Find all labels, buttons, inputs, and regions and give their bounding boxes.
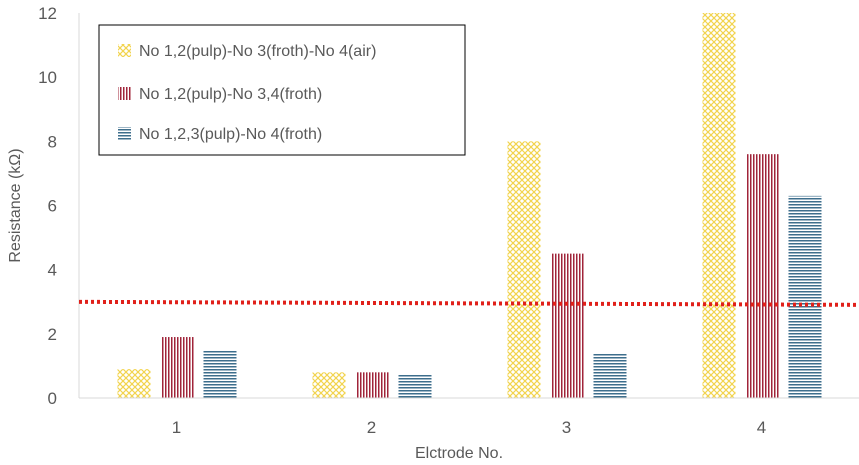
legend-swatch-2 — [118, 87, 131, 100]
y-tick-label: 12 — [38, 4, 57, 23]
bar-series2-electrode-1 — [160, 337, 194, 398]
bar-series3-electrode-3 — [593, 353, 627, 398]
x-tick-label: 4 — [757, 418, 766, 437]
bar-series3-electrode-1 — [203, 349, 237, 398]
x-tick-label: 3 — [562, 418, 571, 437]
bar-series2-electrode-4 — [745, 154, 779, 398]
x-tick-label: 1 — [172, 418, 181, 437]
legend: No 1,2(pulp)-No 3(froth)-No 4(air) No 1,… — [98, 24, 466, 156]
y-tick-label: 10 — [38, 68, 57, 87]
bar-series1-electrode-3 — [507, 141, 541, 399]
legend-label-2: No 1,2(pulp)-No 3,4(froth) — [139, 86, 322, 103]
legend-swatch-3 — [118, 127, 131, 140]
y-tick-label: 0 — [48, 389, 57, 408]
legend-label-1: No 1,2(pulp)-No 3(froth)-No 4(air) — [139, 43, 376, 60]
bar-series3-electrode-4 — [788, 195, 822, 398]
x-axis: 1 2 3 4 — [172, 418, 766, 437]
y-tick-label: 8 — [48, 132, 57, 151]
bar-series3-electrode-2 — [398, 373, 432, 398]
x-tick-label: 2 — [367, 418, 376, 437]
x-axis-label: Elctrode No. — [415, 445, 503, 462]
legend-label-3: No 1,2,3(pulp)-No 4(froth) — [139, 126, 322, 143]
legend-swatch-1 — [118, 44, 131, 57]
legend-box — [98, 24, 466, 156]
y-axis: 0 2 4 6 8 10 12 — [38, 4, 57, 408]
bars — [117, 13, 822, 399]
y-tick-label: 4 — [48, 261, 57, 280]
bar-series2-electrode-2 — [355, 372, 389, 398]
bar-series2-electrode-3 — [550, 253, 584, 398]
bar-series1-electrode-1 — [117, 369, 151, 398]
y-tick-label: 6 — [48, 197, 57, 216]
y-axis-label: Resistance (kΩ) — [7, 148, 24, 262]
bar-series1-electrode-2 — [312, 372, 346, 398]
y-tick-label: 2 — [48, 325, 57, 344]
reference-line — [78, 299, 859, 307]
bar-series1-electrode-4 — [702, 13, 736, 398]
